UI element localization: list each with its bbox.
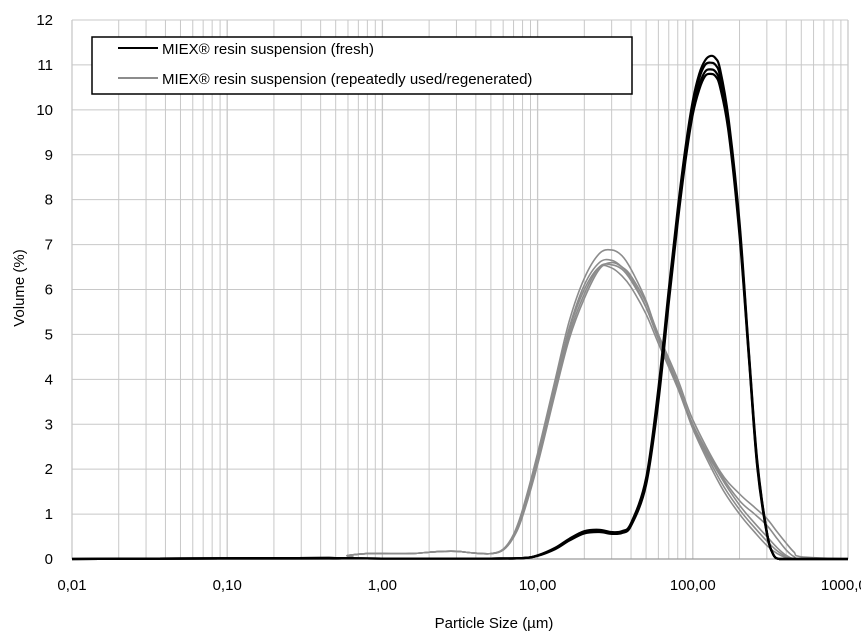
x-tick-label: 100,00 [670,577,716,594]
y-tick-label: 2 [45,461,53,478]
y-tick-label: 8 [45,192,53,209]
x-tick-label: 0,10 [213,577,242,594]
y-tick-label: 11 [37,57,53,74]
y-tick-label: 12 [36,12,53,29]
x-axis-title: Particle Size (µm) [435,615,554,632]
series-line-regenerated [71,264,848,560]
series-layer [71,54,849,561]
y-tick-label: 10 [36,102,53,119]
x-tick-label: 1000,00 [821,577,861,594]
y-tick-label: 1 [45,506,53,523]
y-tick-label: 3 [45,416,53,433]
y-tick-label: 0 [45,551,53,568]
y-tick-label: 6 [45,282,53,299]
legend-label-fresh: MIEX® resin suspension (fresh) [162,41,374,58]
y-tick-label: 5 [45,326,53,343]
y-tick-label: 7 [45,237,53,254]
series-line-fresh [71,54,848,561]
x-tick-label: 1,00 [368,577,397,594]
x-tick-label: 0,01 [57,577,86,594]
x-tick-label: 10,00 [519,577,557,594]
series-line-regenerated [71,258,848,560]
legend-box [91,36,633,95]
series-line-regenerated [71,248,848,560]
legend: MIEX® resin suspension (fresh) MIEX® res… [91,36,633,95]
series-line-fresh [71,72,848,561]
y-tick-label: 4 [45,371,53,388]
grid-layer [71,19,849,560]
legend-label-regenerated: MIEX® resin suspension (repeatedly used/… [162,71,532,88]
series-line-regenerated [71,263,848,560]
y-axis-title: Volume (%) [11,249,28,327]
y-tick-label: 9 [45,147,53,164]
